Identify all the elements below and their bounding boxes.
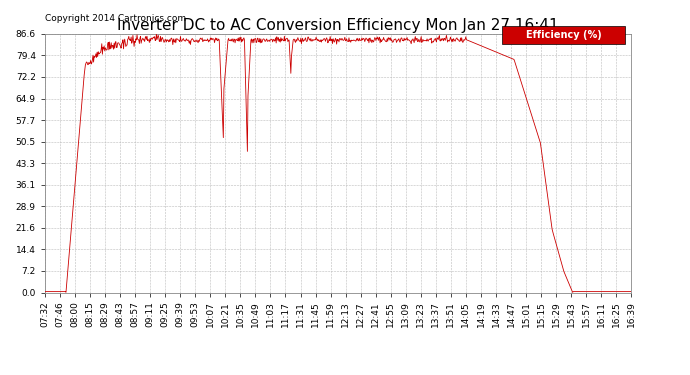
- Title: Inverter DC to AC Conversion Efficiency Mon Jan 27 16:41: Inverter DC to AC Conversion Efficiency …: [117, 18, 559, 33]
- Text: Efficiency (%): Efficiency (%): [526, 30, 602, 40]
- Text: Copyright 2014 Cartronics.com: Copyright 2014 Cartronics.com: [45, 14, 186, 23]
- FancyBboxPatch shape: [502, 26, 626, 44]
